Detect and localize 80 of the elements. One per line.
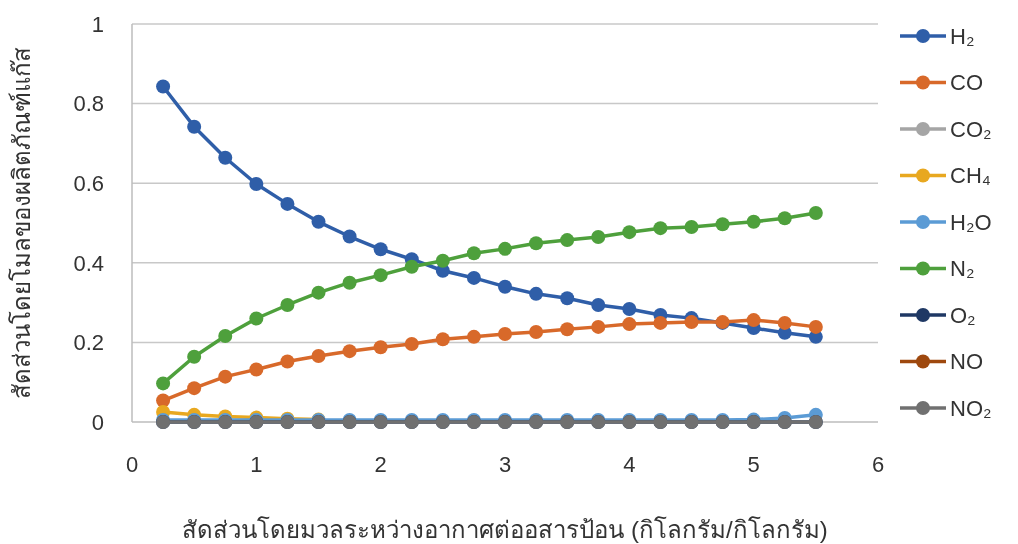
point xyxy=(498,327,512,342)
x-tick-label: 0 xyxy=(125,452,139,477)
point xyxy=(404,259,419,274)
legend-label: N₂ xyxy=(950,256,975,282)
point xyxy=(249,177,264,191)
point xyxy=(622,317,637,332)
point xyxy=(342,229,357,244)
point xyxy=(684,219,699,234)
point xyxy=(622,225,637,240)
point xyxy=(466,246,481,261)
x-tick-label: 1 xyxy=(250,452,263,477)
point xyxy=(498,279,512,294)
point xyxy=(311,214,326,229)
y-tick-label: 0 xyxy=(91,409,104,435)
point xyxy=(373,268,388,283)
point xyxy=(684,315,699,330)
point xyxy=(249,362,264,377)
point xyxy=(187,349,202,364)
point xyxy=(311,285,326,300)
y-tick-label: 0.4 xyxy=(73,250,104,276)
point xyxy=(435,253,450,268)
x-tick-label: 2 xyxy=(374,452,387,477)
legend-label: H₂O xyxy=(950,209,992,235)
point xyxy=(746,214,761,229)
point xyxy=(218,150,233,165)
x-tick-label: 3 xyxy=(498,452,512,477)
point xyxy=(560,233,575,248)
point xyxy=(653,315,668,330)
point xyxy=(404,336,419,351)
point xyxy=(591,297,606,312)
x-tick-label: 6 xyxy=(871,452,885,477)
y-tick-label: 0.2 xyxy=(73,330,104,356)
point xyxy=(529,325,544,340)
point xyxy=(280,354,295,369)
point xyxy=(249,311,264,326)
legend-label: O₂ xyxy=(950,302,976,328)
point xyxy=(373,340,388,355)
point xyxy=(560,322,575,337)
point xyxy=(373,242,388,257)
point xyxy=(777,315,792,330)
point xyxy=(746,313,761,328)
point xyxy=(715,217,730,232)
point xyxy=(466,270,481,285)
point xyxy=(156,79,171,94)
legend-label: CO xyxy=(950,70,983,96)
point xyxy=(156,376,171,391)
point xyxy=(187,119,202,134)
point xyxy=(622,301,637,316)
y-tick-label: 1 xyxy=(91,11,104,37)
legend-label: NO xyxy=(950,349,983,375)
y-axis-title: สัดส่วนโดยโมลของผลิตภัณฑ์แก๊ส xyxy=(8,47,35,399)
point xyxy=(529,286,544,301)
point xyxy=(777,211,792,226)
point xyxy=(529,236,544,251)
x-axis-title: สัดส่วนโดยมวลระหว่างอากาศต่ออสารป้อน (กิโลกรัม/กิโลกรัม) xyxy=(182,516,828,543)
point xyxy=(808,206,823,221)
point xyxy=(498,241,512,256)
point xyxy=(591,229,606,244)
y-tick-label: 0.8 xyxy=(73,91,104,117)
y-tick-label: 0.6 xyxy=(73,170,104,196)
point xyxy=(342,275,357,290)
point xyxy=(653,221,668,236)
point xyxy=(218,329,233,344)
point xyxy=(280,196,295,211)
legend-label: H₂ xyxy=(950,23,975,49)
point xyxy=(466,329,481,344)
point xyxy=(591,319,606,334)
point xyxy=(187,381,202,396)
x-tick-label: 4 xyxy=(623,452,636,477)
legend-label: NO₂ xyxy=(950,395,992,421)
legend-label: CO₂ xyxy=(950,116,992,142)
x-tick-label: 5 xyxy=(747,452,760,477)
point xyxy=(342,344,357,359)
point xyxy=(560,291,575,306)
point xyxy=(218,369,233,384)
point xyxy=(311,348,326,363)
legend-label: CH₄ xyxy=(950,163,991,189)
point xyxy=(280,297,295,312)
point xyxy=(435,332,450,347)
point xyxy=(808,319,823,334)
